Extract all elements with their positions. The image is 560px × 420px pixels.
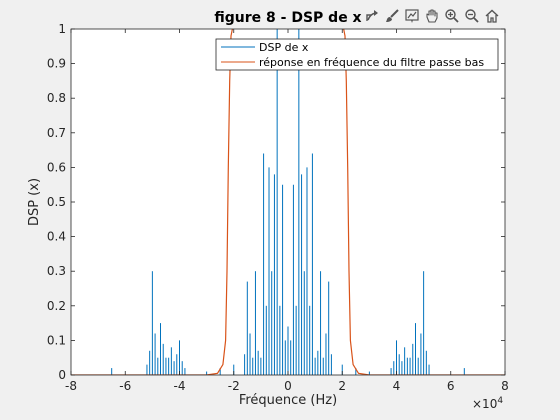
x-tick-label: 6 (447, 379, 455, 393)
x-exponent-power: 4 (497, 396, 503, 406)
x-tick-label: -2 (228, 379, 240, 393)
data-tips-icon (404, 9, 419, 23)
y-tick-label: 0.9 (47, 57, 66, 71)
home-icon (485, 9, 498, 23)
chart-title: figure 8 - DSP de x (214, 10, 361, 26)
x-exponent-label: ×104 (472, 396, 503, 411)
zoom-out-icon (464, 9, 479, 23)
export-icon (365, 10, 378, 21)
zoom-out-button[interactable] (462, 7, 481, 26)
y-tick-label: 0.5 (47, 195, 66, 209)
data-tips-button[interactable] (402, 7, 421, 26)
legend-label-dsp: DSP de x (259, 41, 309, 54)
y-tick-label: 0.1 (47, 333, 66, 347)
home-button[interactable] (482, 7, 501, 26)
legend[interactable]: DSP de x réponse en fréquence du filtre … (215, 38, 499, 71)
x-tick-label: -8 (65, 379, 77, 393)
pan-icon (425, 9, 438, 23)
y-tick-label: 0 (58, 368, 66, 382)
pan-button[interactable] (422, 7, 441, 26)
x-tick-label: -4 (174, 379, 186, 393)
y-tick-label: 0.8 (47, 91, 66, 105)
y-tick-label: 1 (58, 22, 66, 36)
y-tick-label: 0.7 (47, 126, 66, 140)
legend-label-filter: réponse en fréquence du filtre passe bas (259, 56, 484, 69)
brush-button[interactable] (382, 7, 401, 26)
x-tick-label: 4 (393, 379, 401, 393)
y-tick-label: 0.6 (47, 160, 66, 174)
x-tick-label: 0 (284, 379, 292, 393)
plot-background (71, 29, 505, 375)
y-tick-label: 0.3 (47, 264, 66, 278)
zoom-in-icon (444, 9, 459, 23)
export-button[interactable] (362, 7, 381, 26)
x-axis-label: Fréquence (Hz) (239, 393, 337, 408)
y-axis-label: DSP (x) (27, 178, 42, 226)
x-tick-label: 2 (338, 379, 346, 393)
x-tick-label: -6 (119, 379, 131, 393)
zoom-in-button[interactable] (442, 7, 461, 26)
x-tick-label: 8 (501, 379, 509, 393)
x-exponent-base: ×10 (472, 397, 497, 411)
series-filter-response (71, 29, 505, 375)
y-tick-label: 0.4 (47, 230, 66, 244)
legend-box (215, 38, 499, 71)
series-dsp (111, 29, 465, 375)
y-tick-label: 0.2 (47, 299, 66, 313)
brush-icon (385, 9, 399, 22)
axes-toolbar (362, 6, 501, 26)
